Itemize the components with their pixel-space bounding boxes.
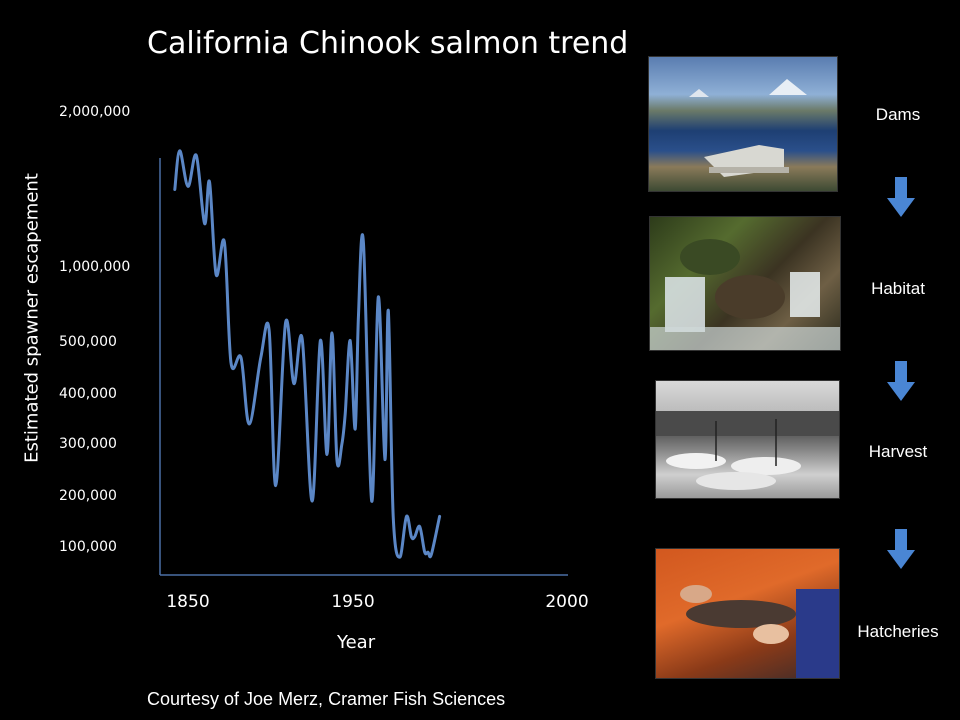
y-tick-label: 1,000,000 (59, 259, 131, 275)
y-tick-label: 400,000 (59, 386, 117, 402)
stream-photo (649, 216, 841, 351)
salmon-escapement-line (173, 149, 442, 559)
x-axis-label: Year (337, 632, 376, 653)
x-tick-label: 1850 (166, 592, 210, 612)
x-tick-label: 2000 (545, 592, 589, 612)
y-tick-label: 500,000 (59, 334, 117, 350)
down-arrow-icon (887, 361, 915, 401)
dam-photo (648, 56, 838, 192)
y-tick-label: 100,000 (59, 539, 117, 555)
down-arrow-icon (887, 177, 915, 217)
chart-plot-area (159, 149, 568, 576)
credit-text: Courtesy of Joe Merz, Cramer Fish Scienc… (147, 689, 506, 709)
driver-label-harvest: Harvest (868, 442, 928, 461)
y-tick-label: 2,000,000 (59, 104, 131, 120)
y-tick-label: 200,000 (59, 488, 117, 504)
driver-label-hatcheries: Hatcheries (857, 622, 939, 641)
driver-label-habitat: Habitat (871, 279, 925, 298)
driver-label-dams: Dams (875, 105, 921, 124)
y-tick-label: 300,000 (59, 436, 117, 452)
x-tick-label: 1950 (331, 592, 375, 612)
chart-title: California Chinook salmon trend (147, 26, 629, 61)
harbor-photo (655, 380, 840, 499)
fish-photo (655, 548, 840, 679)
down-arrow-icon (887, 529, 915, 569)
